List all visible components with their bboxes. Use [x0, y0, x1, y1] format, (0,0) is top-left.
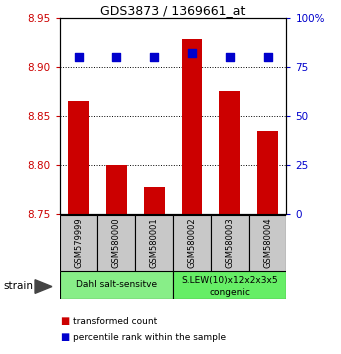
Title: GDS3873 / 1369661_at: GDS3873 / 1369661_at	[100, 4, 246, 17]
Bar	[135, 215, 173, 271]
Text: ■: ■	[60, 316, 69, 326]
Point	[76, 54, 81, 60]
Text: GSM580004: GSM580004	[263, 217, 272, 268]
Bar	[106, 165, 127, 214]
Bar	[181, 39, 202, 214]
Point	[189, 50, 195, 56]
Text: GSM580001: GSM580001	[150, 217, 159, 268]
Text: S.LEW(10)x12x2x3x5: S.LEW(10)x12x2x3x5	[181, 276, 278, 285]
Text: Dahl salt-sensitve: Dahl salt-sensitve	[76, 280, 157, 290]
Point	[265, 54, 270, 60]
Text: ■: ■	[60, 332, 69, 342]
Bar	[211, 215, 249, 271]
Text: transformed count: transformed count	[73, 316, 158, 326]
Text: GSM579999: GSM579999	[74, 217, 83, 268]
Bar	[68, 101, 89, 214]
Text: congenic: congenic	[209, 287, 250, 297]
Bar	[257, 131, 278, 214]
Bar	[60, 215, 98, 271]
Polygon shape	[35, 280, 52, 293]
Point	[151, 54, 157, 60]
Bar	[173, 215, 211, 271]
Text: GSM580000: GSM580000	[112, 217, 121, 268]
Text: percentile rank within the sample: percentile rank within the sample	[73, 332, 226, 342]
Bar	[60, 271, 173, 299]
Bar	[98, 215, 135, 271]
Text: GSM580003: GSM580003	[225, 217, 234, 268]
Bar	[249, 215, 286, 271]
Bar	[173, 271, 286, 299]
Text: GSM580002: GSM580002	[188, 217, 196, 268]
Bar	[219, 91, 240, 214]
Bar	[144, 187, 165, 214]
Point	[227, 54, 233, 60]
Text: strain: strain	[3, 281, 33, 291]
Point	[114, 54, 119, 60]
